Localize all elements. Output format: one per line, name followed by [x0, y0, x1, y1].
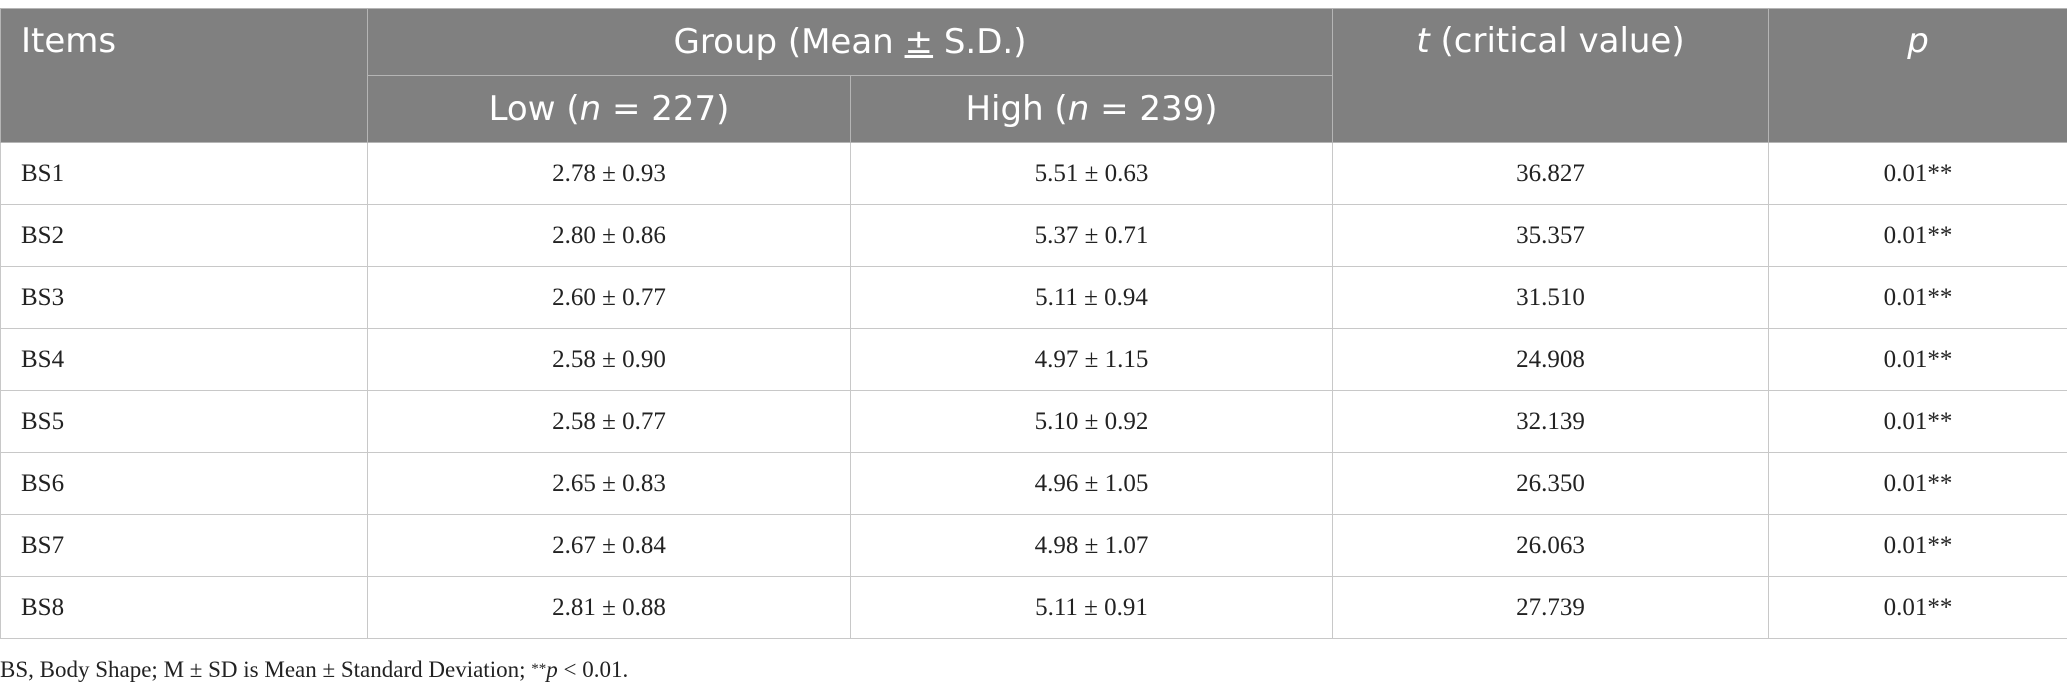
- low-cell: 2.58 ± 0.90: [367, 328, 851, 391]
- table-row: BS1 2.78 ± 0.93 5.51 ± 0.63 36.827 0.01*…: [0, 142, 2067, 205]
- t-cell: 36.827: [1332, 142, 1770, 205]
- low-header-prefix: Low (: [488, 89, 580, 129]
- item-cell: BS4: [0, 328, 368, 391]
- low-cell: 2.60 ± 0.77: [367, 266, 851, 329]
- item-cell: BS5: [0, 390, 368, 453]
- group-header-pm: ±: [904, 22, 934, 62]
- items-header: Items: [0, 8, 368, 143]
- item-cell: BS3: [0, 266, 368, 329]
- low-cell: 2.65 ± 0.83: [367, 452, 851, 515]
- p-cell: 0.01**: [1768, 142, 2067, 205]
- high-header-suffix: = 239): [1089, 89, 1218, 129]
- group-header: Group (Mean ± S.D.): [366, 8, 1334, 76]
- high-header-prefix: High (: [965, 89, 1068, 129]
- p-cell: 0.01**: [1768, 576, 2067, 639]
- t-header-symbol: t: [1416, 21, 1430, 61]
- low-cell: 2.80 ± 0.86: [367, 204, 851, 267]
- t-header: t (critical value): [1332, 8, 1770, 143]
- item-cell: BS7: [0, 514, 368, 577]
- low-cell: 2.58 ± 0.77: [367, 390, 851, 453]
- high-cell: 4.97 ± 1.15: [849, 328, 1334, 391]
- t-cell: 24.908: [1332, 328, 1770, 391]
- low-group-header: Low (n = 227): [367, 75, 851, 143]
- p-cell: 0.01**: [1768, 328, 2067, 391]
- table-footnote: BS, Body Shape; M ± SD is Mean ± Standar…: [0, 657, 628, 683]
- footnote-stars: **: [531, 661, 547, 677]
- results-table-container: Items Group (Mean ± S.D.) t (critical va…: [0, 8, 2067, 639]
- header-row-1: Items Group (Mean ± S.D.) t (critical va…: [0, 8, 2067, 143]
- t-cell: 31.510: [1332, 266, 1770, 329]
- t-cell: 35.357: [1332, 204, 1770, 267]
- items-header-label: Items: [21, 21, 117, 61]
- p-header: p: [1768, 8, 2067, 143]
- p-cell: 0.01**: [1768, 514, 2067, 577]
- t-cell: 32.139: [1332, 390, 1770, 453]
- t-cell: 26.350: [1332, 452, 1770, 515]
- footnote-p-symbol: p: [546, 657, 558, 682]
- header-row-2: Low (n = 227) High (n = 239): [1, 75, 2067, 143]
- table-row: BS5 2.58 ± 0.77 5.10 ± 0.92 32.139 0.01*…: [0, 390, 2067, 453]
- high-cell: 4.96 ± 1.05: [849, 452, 1334, 515]
- high-cell: 5.51 ± 0.63: [849, 142, 1334, 205]
- table-row: BS2 2.80 ± 0.86 5.37 ± 0.71 35.357 0.01*…: [0, 204, 2067, 267]
- item-cell: BS2: [0, 204, 368, 267]
- group-header-prefix: Group (Mean: [673, 22, 905, 62]
- p-cell: 0.01**: [1768, 204, 2067, 267]
- table-row: BS4 2.58 ± 0.90 4.97 ± 1.15 24.908 0.01*…: [0, 328, 2067, 391]
- footnote-threshold: < 0.01.: [557, 657, 629, 682]
- table-row: BS7 2.67 ± 0.84 4.98 ± 1.07 26.063 0.01*…: [0, 514, 2067, 577]
- p-header-symbol: p: [1907, 21, 1929, 61]
- low-cell: 2.81 ± 0.88: [367, 576, 851, 639]
- footnote-text: BS, Body Shape; M ± SD is Mean ± Standar…: [0, 657, 532, 682]
- table-row: BS3 2.60 ± 0.77 5.11 ± 0.94 31.510 0.01*…: [0, 266, 2067, 329]
- high-cell: 4.98 ± 1.07: [849, 514, 1334, 577]
- t-header-suffix: (critical value): [1429, 21, 1685, 61]
- table-body: BS1 2.78 ± 0.93 5.51 ± 0.63 36.827 0.01*…: [0, 142, 2067, 639]
- high-cell: 5.11 ± 0.91: [849, 576, 1334, 639]
- high-header-n: n: [1067, 89, 1090, 129]
- p-cell: 0.01**: [1768, 266, 2067, 329]
- t-cell: 27.739: [1332, 576, 1770, 639]
- group-header-suffix: S.D.): [933, 22, 1027, 62]
- high-cell: 5.11 ± 0.94: [849, 266, 1334, 329]
- high-cell: 5.10 ± 0.92: [849, 390, 1334, 453]
- low-cell: 2.78 ± 0.93: [367, 142, 851, 205]
- p-cell: 0.01**: [1768, 452, 2067, 515]
- table-row: BS6 2.65 ± 0.83 4.96 ± 1.05 26.350 0.01*…: [0, 452, 2067, 515]
- table-row: BS8 2.81 ± 0.88 5.11 ± 0.91 27.739 0.01*…: [0, 576, 2067, 639]
- high-group-header: High (n = 239): [849, 75, 1334, 143]
- item-cell: BS6: [0, 452, 368, 515]
- low-header-suffix: = 227): [601, 89, 730, 129]
- table-header: Items Group (Mean ± S.D.) t (critical va…: [0, 8, 2067, 143]
- results-table: Items Group (Mean ± S.D.) t (critical va…: [0, 8, 2067, 639]
- item-cell: BS1: [0, 142, 368, 205]
- p-cell: 0.01**: [1768, 390, 2067, 453]
- t-cell: 26.063: [1332, 514, 1770, 577]
- low-cell: 2.67 ± 0.84: [367, 514, 851, 577]
- item-cell: BS8: [0, 576, 368, 639]
- high-cell: 5.37 ± 0.71: [849, 204, 1334, 267]
- low-header-n: n: [579, 89, 602, 129]
